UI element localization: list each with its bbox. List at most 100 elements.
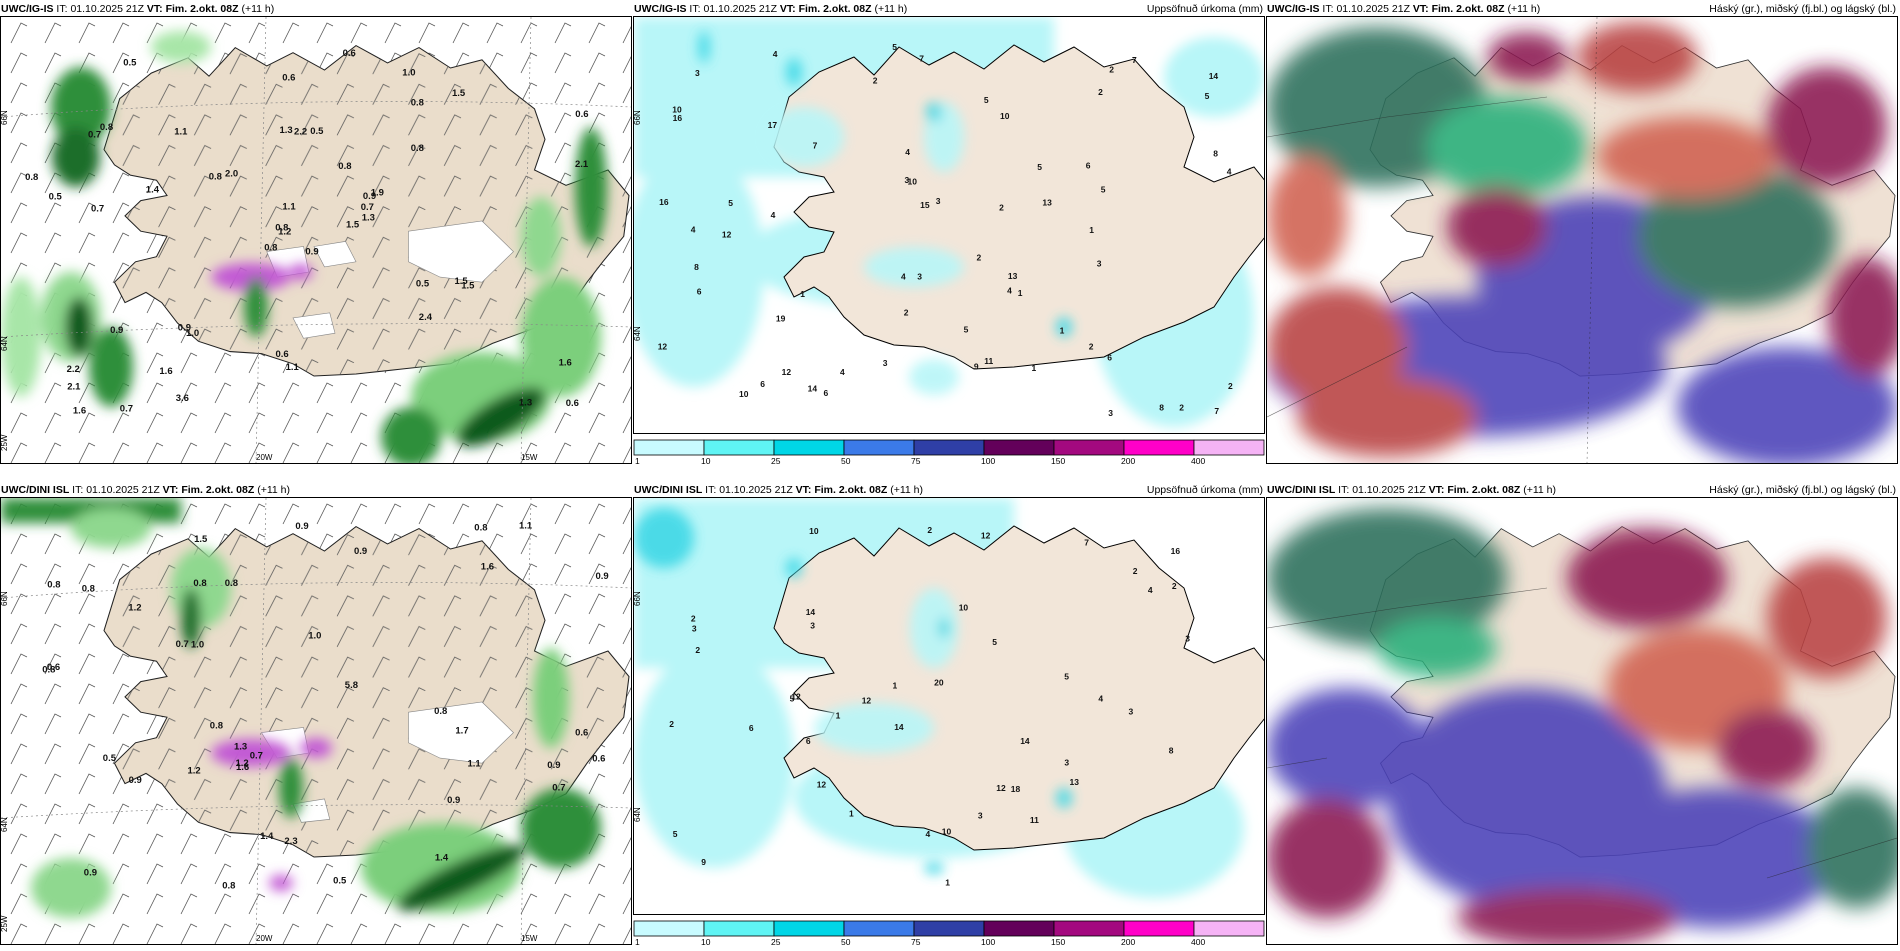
map-value-label: 0.8	[100, 122, 113, 133]
map-value-label: 3	[936, 196, 941, 206]
map-value-label: 1.5	[452, 88, 466, 99]
map-value-label: 6	[749, 723, 754, 733]
colorbar-swatch	[983, 920, 1055, 937]
colorbar-swatch	[843, 920, 915, 937]
map-value-label: 1.4	[260, 831, 274, 842]
colorbar-label: 50	[841, 937, 851, 946]
map-value-label: 3	[1129, 707, 1134, 717]
map-value-label: 0.5	[333, 876, 347, 887]
map-value-label: 14	[1209, 71, 1219, 81]
map-value-label: 10	[959, 603, 969, 613]
colorbar-label: 150	[1051, 456, 1065, 465]
map-value-label: 1.1	[282, 202, 296, 213]
map-value-label: 8	[694, 262, 699, 272]
wind-map[interactable]: 66N 64N 25W 20W 15W 0.8 0.5 0.8 0.8 0.7 0.6 0.…	[0, 497, 632, 945]
map-value-label: 9	[974, 362, 979, 372]
map-value-label: 3	[1108, 408, 1113, 418]
map-value-label: 1.6	[481, 561, 494, 572]
map-value-label: 0.5	[123, 58, 137, 69]
map-value-label: 4	[691, 224, 696, 234]
lat-label: 66N	[634, 110, 642, 125]
lat-label: 64N	[1, 336, 9, 351]
map-value-label: 1	[836, 711, 841, 721]
map-value-label: 1.0	[308, 631, 321, 642]
map-value-label: 7	[1214, 406, 1219, 416]
lon-label: 15W	[521, 934, 538, 943]
map-value-label: 0.6	[566, 398, 579, 409]
colorbar-label: 1	[635, 937, 640, 946]
map-value-label: 3	[978, 810, 983, 820]
colorbar-swatch	[773, 920, 845, 937]
precip-map[interactable]: 66N 64N 16 7 6 14 10 8 12 10 4 7 3 3 5 16 17 19 11 4 2 2 1 6 5…	[633, 16, 1265, 434]
panel-igis-wind: UWC/IG-IS IT: 01.10.2025 21Z VT: Fim. 2.…	[0, 0, 632, 465]
colorbar-swatch	[633, 439, 705, 456]
map-value-label: 1.2	[278, 226, 291, 237]
map-value-label: 1.1	[286, 362, 300, 373]
panel-title: UWC/IG-IS IT: 01.10.2025 21Z VT: Fim. 2.…	[634, 3, 908, 15]
colorbar-swatch	[983, 439, 1055, 456]
map-value-label: 1.6	[236, 762, 249, 773]
cloud-map[interactable]	[1266, 16, 1898, 464]
map-value-label: 6	[824, 388, 829, 398]
panel-subtitle: Háský (gr.), miðský (fj.bl.) og lágský (…	[1709, 3, 1896, 15]
map-value-label: 10	[1000, 111, 1010, 121]
map-value-label: 1.9	[371, 188, 384, 199]
map-value-label: 1.5	[461, 281, 475, 292]
map-value-label: 7	[1084, 538, 1089, 548]
map-value-label: 5	[673, 829, 678, 839]
map-value-label: 2.1	[67, 382, 81, 393]
map-value-label: 12	[996, 783, 1006, 793]
map-value-label: 12	[722, 229, 732, 239]
precip-values: 1676141081210473351617191142216510121513…	[658, 42, 1233, 418]
map-value-label: 1	[849, 808, 854, 818]
map-value-label: 0.7	[91, 203, 104, 214]
lat-label: 64N	[634, 807, 642, 822]
map-value-label: 16	[1171, 546, 1181, 556]
lon-label: 20W	[256, 934, 273, 943]
map-value-label: 19	[776, 314, 786, 324]
colorbar-label: 75	[911, 937, 921, 946]
map-value-label: 4	[1227, 166, 1232, 176]
map-value-label: 1.0	[186, 328, 199, 339]
map-value-label: 1.1	[468, 759, 482, 770]
colorbar-label: 25	[771, 937, 781, 946]
gust-values: 0.90.71.22.20.91.01.00.50.81.50.50.60.70…	[25, 48, 589, 417]
map-value-label: 11	[984, 356, 993, 366]
map-value-label: 2	[1179, 403, 1184, 413]
map-value-label: 0.5	[416, 278, 430, 289]
panel-subtitle: Uppsöfnuð úrkoma (mm)	[1146, 484, 1263, 496]
map-value-label: 2	[904, 308, 909, 318]
map-value-label: 1.5	[194, 534, 208, 545]
map-value-label: 1.3	[519, 397, 532, 408]
map-value-label: 2	[1098, 87, 1103, 97]
cloud-map[interactable]	[1266, 497, 1898, 945]
map-value-label: 14	[806, 607, 816, 617]
map-value-label: 2.1	[575, 159, 589, 170]
map-value-label: 0.6	[47, 662, 60, 673]
panel-title: UWC/IG-IS IT: 01.10.2025 21Z VT: Fim. 2.…	[1267, 3, 1541, 15]
map-value-label: 8	[1159, 402, 1164, 412]
lat-label: 64N	[1, 817, 9, 832]
lat-label: 64N	[634, 326, 642, 341]
map-value-label: 0.7	[88, 129, 101, 140]
colorbar-swatch	[1123, 920, 1195, 937]
map-value-label: 12	[981, 530, 991, 540]
colorbar-label: 400	[1191, 937, 1205, 946]
map-value-label: 0.7	[552, 782, 565, 793]
cloud-layers	[1267, 22, 1897, 463]
map-value-label: 0.8	[338, 161, 351, 172]
map-value-label: 2	[691, 613, 696, 623]
map-value-label: 0.8	[222, 880, 235, 891]
map-value-label: 15	[920, 200, 930, 210]
wind-map[interactable]: 66N 64N 25W 20W 15W 0.9 0.7 1.2 2.2 0.9 1.0 1.…	[0, 16, 632, 464]
map-value-label: 0.9	[110, 325, 123, 336]
map-value-label: 2	[1109, 65, 1114, 75]
map-value-label: 6	[1107, 352, 1112, 362]
precip-map[interactable]: 66N 64N 12 20 11 12 12 14 10 16 13 18 14 12 12 14 10 2 4…	[633, 497, 1265, 915]
map-value-label: 0.8	[264, 243, 277, 254]
map-value-label: 17	[768, 120, 778, 130]
map-value-label: 12	[791, 692, 801, 702]
map-value-label: 11	[1030, 815, 1039, 825]
map-value-label: 1.0	[191, 640, 204, 651]
